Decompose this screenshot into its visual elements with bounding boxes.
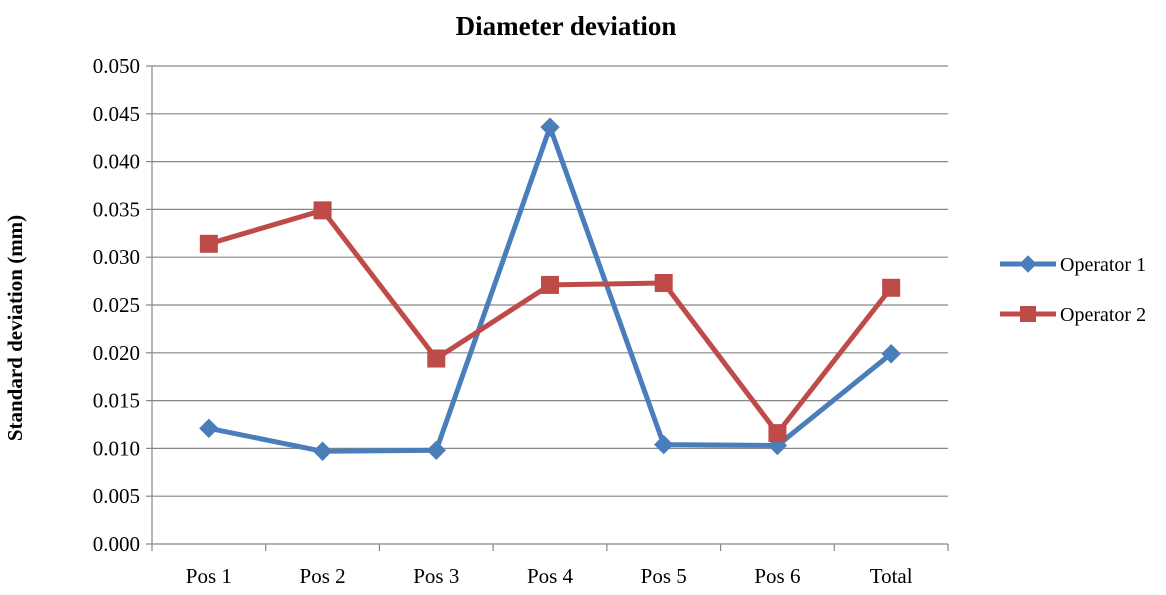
- series-layer: [199, 117, 901, 461]
- data-point: [654, 274, 673, 293]
- axes: [146, 65, 949, 551]
- chart-title: Diameter deviation: [456, 11, 677, 41]
- legend-item: Operator 2: [1000, 304, 1146, 326]
- data-point: [882, 278, 901, 297]
- y-axis-title: Standard deviation (mm): [3, 215, 27, 441]
- legend-marker: [1020, 306, 1036, 322]
- y-tick-label: 0.015: [93, 389, 140, 413]
- series-operator-1: [199, 117, 901, 461]
- data-point: [426, 440, 446, 461]
- gridlines: [152, 65, 948, 497]
- y-tick-label: 0.025: [93, 293, 140, 317]
- y-tick-label: 0.010: [93, 436, 140, 460]
- y-tick-labels: 0.000 0.005 0.010 0.015 0.020 0.025 0.030 0.035…: [93, 54, 140, 556]
- y-tick-label: 0.000: [93, 532, 140, 556]
- data-point: [881, 344, 901, 364]
- x-tick-label: Pos 4: [527, 564, 574, 588]
- y-tick-label: 0.030: [93, 245, 140, 269]
- legend-label: Operator 1: [1060, 254, 1146, 276]
- legend-item: Operator 1: [1000, 254, 1146, 276]
- y-tick-label: 0.040: [93, 150, 140, 174]
- x-tick-label: Total: [870, 564, 913, 588]
- data-point: [654, 434, 674, 455]
- legend-label: Operator 2: [1060, 304, 1146, 326]
- x-tick-label: Pos 5: [641, 564, 687, 588]
- series-line: [206, 207, 894, 436]
- y-tick-label: 0.045: [93, 102, 140, 126]
- series-operator-2: [199, 201, 901, 443]
- x-tick-label: Pos 3: [413, 564, 459, 588]
- y-tick-label: 0.035: [93, 197, 140, 221]
- data-point: [313, 201, 332, 220]
- data-point: [312, 441, 333, 461]
- y-tick-label: 0.050: [93, 54, 140, 78]
- data-point: [540, 117, 560, 137]
- legend-marker: [1019, 255, 1037, 273]
- x-tick-label: Pos 2: [300, 564, 346, 588]
- y-tick-label: 0.020: [93, 341, 140, 365]
- data-point: [199, 234, 218, 253]
- y-tick-label: 0.005: [93, 484, 140, 508]
- legend: Operator 1 Operator 2: [1000, 254, 1146, 326]
- data-point: [541, 275, 559, 294]
- x-tick-labels: Pos 1 Pos 2 Pos 3 Pos 4 Pos 5 Pos 6 Total: [186, 564, 913, 588]
- x-tick-label: Pos 6: [754, 564, 800, 588]
- data-point: [427, 349, 446, 368]
- data-point: [768, 424, 787, 443]
- x-tick-label: Pos 1: [186, 564, 232, 588]
- data-point: [199, 418, 219, 439]
